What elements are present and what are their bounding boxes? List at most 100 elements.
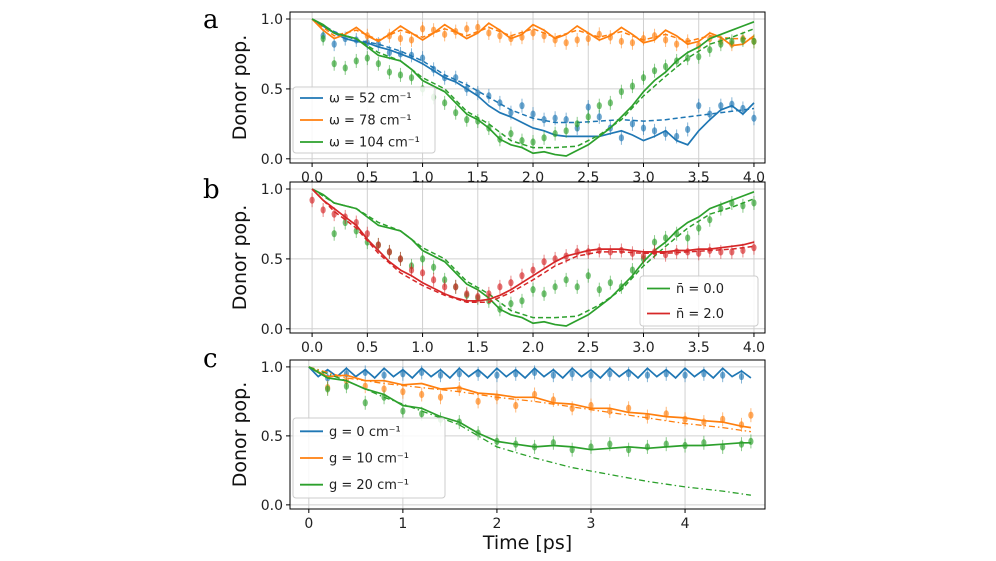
data-point	[685, 54, 691, 62]
data-point	[682, 415, 688, 423]
data-point	[362, 368, 368, 377]
data-point	[644, 371, 651, 379]
x-tick-label: 0.5	[356, 340, 378, 356]
data-point	[607, 99, 613, 107]
y-tick-label: 0.5	[261, 429, 283, 445]
data-point	[419, 255, 426, 263]
data-point	[751, 37, 757, 45]
data-point	[682, 441, 688, 450]
series-dashed-line	[311, 188, 755, 303]
data-point	[342, 213, 348, 221]
data-point	[729, 37, 735, 45]
x-tick-label: 4.0	[743, 340, 765, 356]
data-point	[707, 110, 713, 118]
data-point	[442, 283, 448, 291]
data-point	[607, 407, 613, 415]
legend-entry: ω = 52 cm⁻¹	[329, 92, 412, 107]
legend-entry: g = 10 cm⁻¹	[329, 452, 409, 467]
series-blue	[311, 18, 757, 146]
y-tick-label: 0.0	[261, 498, 283, 514]
data-point	[596, 102, 602, 110]
data-point	[685, 37, 691, 45]
data-point	[569, 370, 575, 378]
data-point	[442, 30, 448, 38]
data-point	[550, 396, 556, 404]
data-point	[629, 249, 636, 257]
data-point	[574, 283, 580, 291]
data-point	[588, 443, 594, 451]
data-point	[569, 404, 575, 412]
legend-entry: n̄ = 2.0	[676, 307, 724, 322]
data-point	[400, 407, 406, 415]
data-point	[397, 34, 404, 43]
data-point	[662, 130, 669, 138]
data-point	[419, 390, 425, 399]
data-point	[331, 40, 337, 48]
data-point	[552, 36, 558, 44]
data-point	[563, 39, 569, 47]
data-point	[718, 102, 724, 110]
data-point	[475, 117, 481, 125]
y-tick-label: 1.0	[261, 12, 283, 28]
series-line	[311, 18, 755, 47]
x-tick-label: 0	[304, 516, 313, 532]
data-point	[718, 248, 724, 256]
data-point	[607, 279, 613, 287]
data-point	[629, 82, 636, 90]
data-point	[751, 114, 757, 122]
data-point	[519, 102, 525, 110]
data-point	[475, 370, 481, 378]
data-point	[362, 399, 368, 407]
data-point	[497, 99, 503, 107]
data-point	[497, 283, 503, 291]
data-point	[381, 371, 387, 379]
data-point	[541, 116, 547, 124]
data-point	[343, 382, 350, 390]
data-point	[596, 246, 602, 255]
data-point	[748, 411, 754, 419]
legend: n̄ = 0.0 n̄ = 2.0	[639, 275, 759, 327]
data-point	[364, 32, 370, 40]
data-point	[386, 248, 393, 256]
data-point	[640, 252, 647, 260]
panel-b: 0.0 0.5 1.0 1.5 2.0 2.5 3.0 3.5 4.0 0.0 0.5 1.0 Dono…	[229, 181, 766, 356]
data-point	[596, 30, 602, 38]
data-point	[486, 124, 492, 132]
data-point	[386, 48, 393, 57]
data-point	[541, 134, 547, 142]
x-tick-label: 3	[587, 516, 596, 532]
data-point	[456, 385, 462, 393]
data-point	[320, 34, 326, 43]
data-point	[720, 443, 726, 451]
data-point	[375, 241, 381, 249]
series-line	[311, 18, 755, 146]
data-point	[320, 206, 326, 214]
panel-c: 0 1 2 3 4 0.0 0.5 1.0 Donor pop. Time [ps] g = 0 c…	[229, 359, 766, 554]
data-point	[663, 410, 669, 418]
data-point	[674, 40, 680, 48]
y-axis-label: Donor pop.	[229, 35, 251, 141]
data-point	[563, 116, 569, 124]
series-line	[308, 366, 752, 380]
data-point	[508, 109, 514, 117]
data-point	[618, 283, 624, 291]
x-tick-label: 2.5	[577, 340, 599, 356]
y-tick-label: 0.0	[261, 322, 283, 338]
data-point	[596, 113, 602, 121]
data-point	[364, 230, 370, 238]
data-point	[353, 57, 359, 65]
series-green	[311, 18, 757, 157]
x-tick-label: 2.0	[522, 340, 544, 356]
data-point	[550, 371, 556, 379]
data-point	[552, 255, 558, 263]
data-point	[431, 276, 437, 284]
data-point	[437, 393, 444, 401]
data-point	[662, 62, 669, 71]
x-tick-label: 0.0	[301, 340, 323, 356]
data-point	[685, 234, 691, 242]
data-point	[629, 266, 636, 274]
data-point	[486, 92, 492, 100]
data-point	[531, 390, 538, 399]
data-point	[419, 410, 425, 418]
data-point	[419, 54, 426, 62]
